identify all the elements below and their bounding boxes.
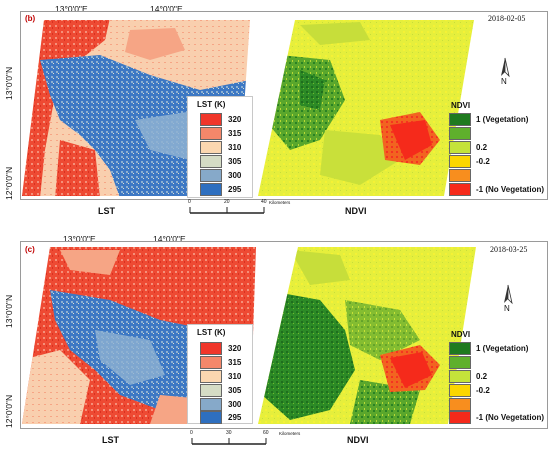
ndvi-swatch-2	[449, 356, 471, 369]
lst-label-320: 320	[228, 344, 242, 353]
lst-swatch-310	[200, 370, 222, 383]
ndvi-swatch-6	[449, 411, 471, 424]
lst-swatch-320	[200, 113, 222, 126]
ndvi-label-0-2: 0.2	[476, 372, 488, 381]
ndvi-label-1: 1 (Vegetation)	[476, 344, 529, 353]
scale-tick-1: 30	[226, 430, 232, 436]
scale-unit: Kilometers	[279, 431, 301, 436]
date-label: 2018-03-25	[490, 245, 528, 254]
lst-label-320: 320	[228, 115, 242, 124]
ndvi-swatch-1	[449, 113, 471, 126]
ndvi-swatch-5	[449, 169, 471, 182]
north-arrow-icon	[501, 57, 510, 78]
ndvi-map-c-surface	[258, 247, 476, 424]
lst-swatch-300	[200, 398, 222, 411]
date-label: 2018-02-05	[488, 14, 526, 23]
lst-map-title: LST	[102, 435, 119, 445]
panel-label: (b)	[25, 14, 36, 23]
scale-bar	[191, 438, 267, 445]
ndvi-legend-title: NDVI	[451, 101, 471, 110]
ndvi-swatch-5	[449, 398, 471, 411]
lst-swatch-310	[200, 141, 222, 154]
lon-label-1: 13°0'0"E	[63, 234, 96, 244]
lst-swatch-295	[200, 411, 222, 424]
panel-label: (c)	[25, 245, 35, 254]
lst-label-310: 310	[228, 372, 242, 381]
lst-label-305: 305	[228, 386, 242, 395]
panel-frame	[20, 11, 548, 200]
scale-bar	[189, 207, 265, 214]
lst-swatch-315	[200, 127, 222, 140]
north-label: N	[504, 304, 510, 313]
ndvi-map-title: NDVI	[345, 206, 367, 216]
panel-frame	[20, 241, 548, 429]
scale-tick-1: 20	[224, 199, 230, 205]
ndvi-label-neg-1: -1 (No Vegetation)	[476, 185, 545, 194]
lst-swatch-320	[200, 342, 222, 355]
lst-label-305: 305	[228, 157, 242, 166]
lst-label-310: 310	[228, 143, 242, 152]
lst-swatch-300	[200, 169, 222, 182]
ndvi-swatch-4	[449, 155, 471, 168]
lst-label-315: 315	[228, 129, 242, 138]
lst-label-295: 295	[228, 413, 242, 422]
ndvi-label-1: 1 (Vegetation)	[476, 115, 529, 124]
lst-label-315: 315	[228, 358, 242, 367]
scale-unit: Kilometers	[269, 200, 291, 205]
ndvi-swatch-4	[449, 384, 471, 397]
lst-swatch-305	[200, 155, 222, 168]
scale-tick-2: 40	[261, 199, 267, 205]
lon-label-2: 14°0'0"E	[150, 4, 183, 14]
scale-tick-2: 60	[263, 430, 269, 436]
ndvi-swatch-3	[449, 141, 471, 154]
lst-legend-title: LST (K)	[197, 100, 226, 109]
lst-map-title: LST	[98, 206, 115, 216]
ndvi-swatch-6	[449, 183, 471, 196]
lst-legend-title: LST (K)	[197, 328, 226, 337]
lst-label-295: 295	[228, 185, 242, 194]
ndvi-label-neg-0-2: -0.2	[476, 386, 490, 395]
lst-swatch-305	[200, 384, 222, 397]
ndvi-swatch-3	[449, 370, 471, 383]
ndvi-map-b-surface	[258, 20, 474, 196]
scale-tick-0: 0	[190, 430, 193, 436]
lst-swatch-295	[200, 183, 222, 196]
ndvi-label-0-2: 0.2	[476, 143, 488, 152]
ndvi-swatch-1	[449, 342, 471, 355]
lon-label-2: 14°0'0"E	[153, 234, 186, 244]
ndvi-label-neg-0-2: -0.2	[476, 157, 490, 166]
lst-label-300: 300	[228, 171, 242, 180]
lon-label-1: 13°0'0"E	[55, 4, 88, 14]
ndvi-map-title: NDVI	[347, 435, 369, 445]
ndvi-legend-title: NDVI	[451, 330, 471, 339]
ndvi-label-neg-1: -1 (No Vegetation)	[476, 413, 545, 422]
north-arrow-icon	[504, 284, 513, 305]
lst-swatch-315	[200, 356, 222, 369]
lst-label-300: 300	[228, 400, 242, 409]
north-label: N	[501, 77, 507, 86]
ndvi-swatch-2	[449, 127, 471, 140]
scale-tick-0: 0	[188, 199, 191, 205]
